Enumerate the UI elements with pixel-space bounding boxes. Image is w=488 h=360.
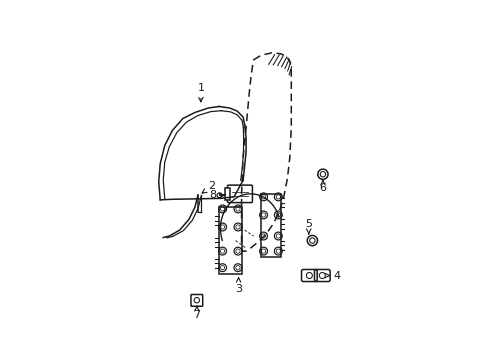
- Text: 2: 2: [202, 181, 215, 193]
- Bar: [261, 194, 280, 257]
- Text: 7: 7: [193, 306, 200, 320]
- Text: 8: 8: [208, 190, 224, 201]
- Text: 1: 1: [197, 83, 204, 102]
- Circle shape: [217, 193, 222, 198]
- Text: 5: 5: [305, 219, 312, 234]
- Text: 4: 4: [325, 270, 340, 280]
- Text: 6: 6: [319, 180, 326, 193]
- Bar: [219, 207, 241, 274]
- Bar: [224, 188, 229, 200]
- Text: 3: 3: [235, 278, 242, 294]
